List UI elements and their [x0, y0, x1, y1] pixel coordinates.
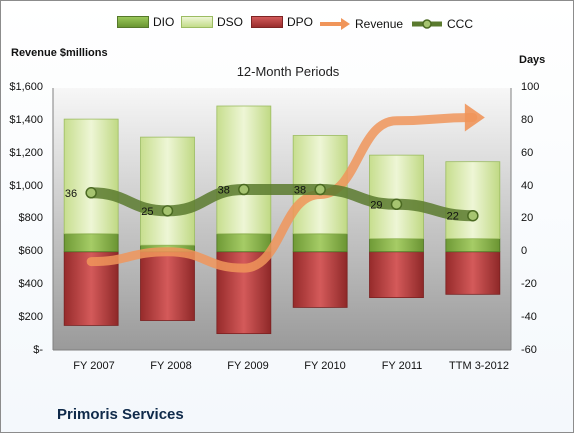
- legend-item-dio: DIO: [117, 15, 174, 29]
- ccc-data-label: 36: [65, 188, 77, 200]
- bar-dso: [140, 136, 195, 246]
- ccc-data-label: 29: [370, 199, 382, 211]
- bar-dso: [369, 154, 424, 240]
- ccc-point: [314, 183, 326, 196]
- y-left-tick: $-: [33, 344, 43, 356]
- ccc-data-label: 38: [218, 185, 230, 197]
- legend-label-dso: DSO: [217, 15, 244, 29]
- legend-ccc-line-icon: [411, 15, 443, 33]
- revenue-line: [86, 112, 478, 273]
- y-right-tick: 60: [521, 147, 534, 159]
- y-right-tick: 0: [521, 245, 528, 257]
- x-tick-label: FY 2010: [304, 360, 346, 372]
- ccc-data-label: 38: [294, 185, 306, 197]
- legend-label-revenue: Revenue: [355, 17, 404, 31]
- legend-item-dpo: DPO: [251, 15, 313, 29]
- y-right-tick: -40: [521, 311, 537, 323]
- bar-dio: [445, 238, 501, 253]
- legend-item-dso: DSO: [181, 15, 243, 29]
- legend-revenue-arrow-icon: [319, 15, 351, 33]
- right-axis-title: Days: [519, 54, 546, 66]
- ccc-line: [85, 184, 479, 222]
- y-left-tick: $1,200: [9, 147, 43, 159]
- x-tick-label: FY 2011: [381, 360, 423, 372]
- legend-label-ccc: CCC: [447, 17, 473, 31]
- ccc-point: [390, 198, 403, 211]
- bar-dpo: [445, 251, 501, 295]
- y-left-tick: $800: [18, 212, 43, 224]
- bar-dio: [216, 233, 272, 253]
- y-left-tick: $1,400: [9, 114, 43, 126]
- bar-dso: [445, 161, 501, 240]
- bar-dio: [369, 238, 424, 253]
- y-left-tick: $1,000: [9, 180, 43, 192]
- bar-dso: [63, 118, 119, 235]
- ccc-point: [161, 205, 174, 217]
- chart-title: 12-Month Periods: [236, 64, 340, 79]
- legend-label-dpo: DPO: [287, 15, 314, 29]
- bar-dpo: [140, 251, 195, 321]
- y-right-tick: 40: [521, 180, 534, 192]
- legend-item-revenue: Revenue: [319, 15, 403, 33]
- bar-dio: [63, 233, 119, 253]
- left-axis-title: Revenue $millions: [11, 47, 108, 59]
- ccc-point: [85, 187, 97, 199]
- ccc-point: [467, 209, 479, 222]
- legend-label-dio: DIO: [153, 15, 175, 29]
- x-tick-label: TTM 3-2012: [449, 360, 509, 372]
- bar-dio: [292, 233, 348, 253]
- ccc-point: [238, 183, 250, 196]
- y-right-tick: -20: [521, 278, 537, 290]
- y-right-tick: 80: [521, 114, 534, 126]
- y-left-tick: $600: [18, 245, 43, 257]
- y-right-tick: -60: [521, 344, 537, 356]
- company-name: Primoris Services: [57, 406, 184, 423]
- legend-swatch-dso: [181, 16, 213, 28]
- y-right-tick: 20: [521, 212, 534, 224]
- ccc-data-label: 25: [141, 206, 153, 218]
- bar-dpo: [292, 251, 348, 308]
- x-tick-label: FY 2007: [73, 360, 115, 372]
- legend-swatch-dpo: [251, 16, 283, 28]
- y-left-tick: $1,600: [9, 81, 43, 93]
- bar-dpo: [369, 251, 424, 298]
- plot-background: [53, 88, 511, 350]
- bar-dso: [216, 105, 272, 235]
- x-tick-label: FY 2009: [227, 360, 269, 372]
- revenue-arrowhead: [464, 103, 485, 132]
- y-right-tick: 100: [521, 81, 540, 93]
- legend-item-ccc: CCC: [411, 15, 473, 33]
- ccc-data-label: 22: [447, 211, 459, 223]
- legend-swatch-dio: [117, 16, 149, 28]
- y-left-tick: $200: [18, 311, 43, 323]
- x-tick-label: FY 2008: [150, 360, 192, 372]
- y-left-tick: $400: [18, 278, 43, 290]
